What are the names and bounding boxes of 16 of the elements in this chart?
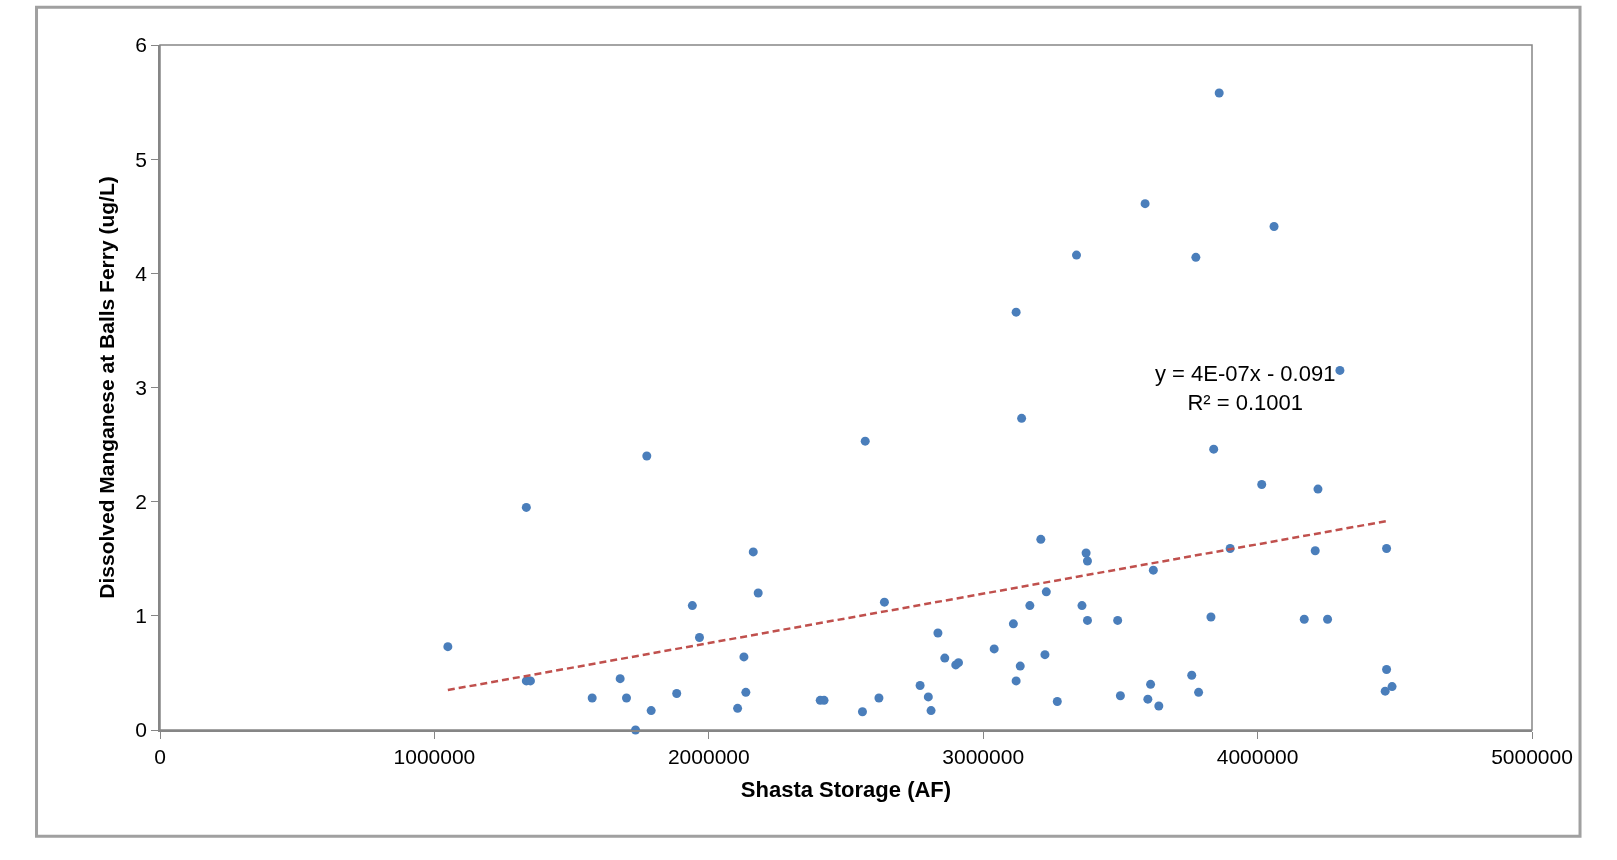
y-tick-label: 6 xyxy=(135,33,148,57)
x-tick-label: 4000000 xyxy=(1216,744,1299,768)
x-axis-title: Shasta Storage (AF) xyxy=(740,777,952,803)
y-tick-label: 5 xyxy=(135,147,148,171)
x-tick-label: 5000000 xyxy=(1491,744,1573,768)
x-tick-label: 0 xyxy=(154,744,166,768)
x-tick-label: 3000000 xyxy=(942,744,1025,768)
y-tick-label: 0 xyxy=(135,718,148,742)
y-axis-title: Dissolved Manganese at Balls Ferry (ug/L) xyxy=(95,176,119,599)
y-tick-label: 4 xyxy=(135,261,148,285)
x-tick-label: 2000000 xyxy=(667,744,750,768)
y-tick-label: 2 xyxy=(135,490,148,514)
x-tick-label: 1000000 xyxy=(393,744,476,768)
annotation: y = 4E-07x - 0.091 R² = 0.1001 xyxy=(1155,361,1336,415)
y-tick-label: 1 xyxy=(135,604,148,628)
y-tick-label: 3 xyxy=(135,375,148,399)
